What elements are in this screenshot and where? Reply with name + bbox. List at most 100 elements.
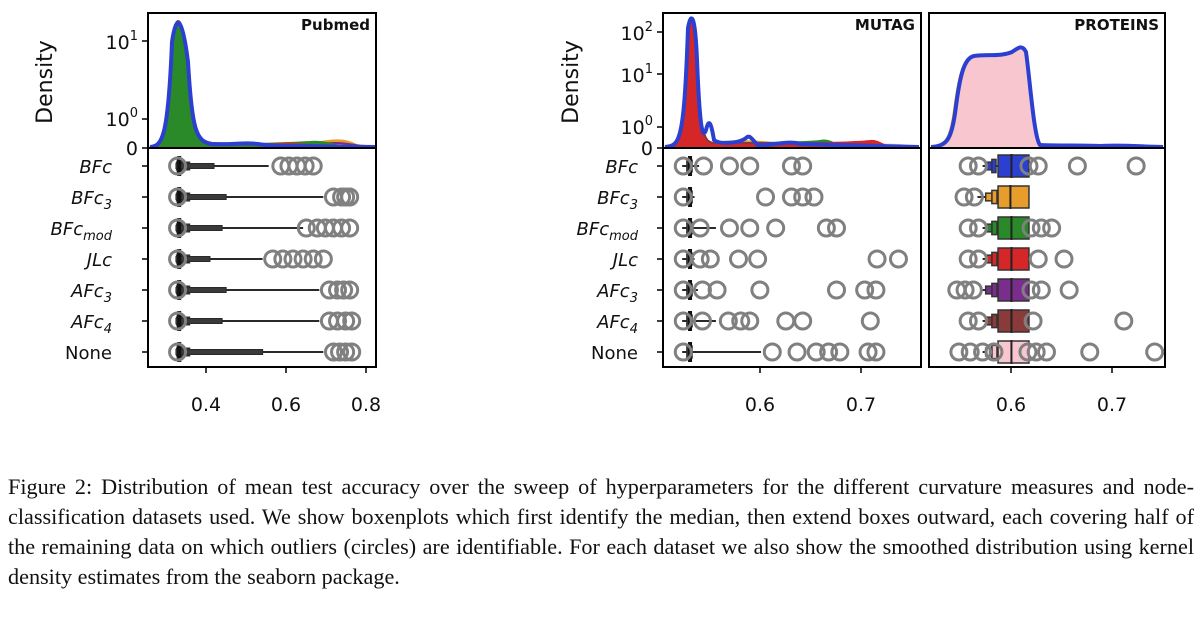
proteins-density-panel: PROTEINS bbox=[928, 12, 1166, 149]
box-level-jlc-1 bbox=[991, 251, 998, 267]
outlier-jlc-5 bbox=[867, 249, 887, 269]
outlier-jlc-6 bbox=[313, 249, 333, 269]
box-level-afc4-0 bbox=[997, 309, 1030, 333]
outlier-none-0 bbox=[673, 342, 693, 362]
box-level-bfc3-1 bbox=[991, 189, 998, 205]
outlier-bfc-4 bbox=[295, 156, 315, 176]
mutag-boxen-marks bbox=[673, 156, 908, 362]
outlier-bfcmod-3 bbox=[740, 218, 760, 238]
outlier-afc3-4 bbox=[1031, 280, 1051, 300]
outlier-bfc3-2 bbox=[781, 187, 801, 207]
outlier-bfc3-0 bbox=[954, 187, 974, 207]
mutag-density-ylabel: Density bbox=[559, 40, 584, 124]
outlier-bfc-5 bbox=[1126, 156, 1146, 176]
box-level-afc3-2 bbox=[984, 285, 993, 295]
outlier-jlc-6 bbox=[888, 249, 908, 269]
pubmed-density-panel: Pubmed Density 101 100 0 bbox=[33, 12, 377, 160]
category-label-bfcmod: BFcmod bbox=[51, 219, 113, 244]
outlier-bfc3-1 bbox=[756, 187, 776, 207]
box-level-bfc-2 bbox=[175, 163, 215, 169]
outlier-bfc-2 bbox=[719, 156, 739, 176]
mutag-category-ticks bbox=[657, 165, 663, 353]
outlier-afc4-2 bbox=[1023, 311, 1043, 331]
outlier-bfc-1 bbox=[694, 156, 714, 176]
outlier-afc3-3 bbox=[334, 280, 354, 300]
mutag-xaxis: 0.6 0.7 bbox=[745, 367, 876, 416]
outlier-none-2 bbox=[973, 342, 993, 362]
box-level-jlc-0 bbox=[997, 247, 1030, 271]
box-level-none-1 bbox=[991, 344, 998, 360]
outlier-afc3-5 bbox=[1059, 280, 1079, 300]
outlier-jlc-3 bbox=[1054, 249, 1074, 269]
xtick-label-0.7: 0.7 bbox=[846, 394, 876, 416]
outlier-jlc-1 bbox=[690, 249, 710, 269]
outlier-bfc3-4 bbox=[804, 187, 824, 207]
pubmed-ytick-label-10e1: 101 bbox=[106, 29, 138, 54]
pubmed-category-ticks bbox=[142, 165, 148, 353]
outlier-bfcmod-5 bbox=[332, 218, 352, 238]
outlier-none-7 bbox=[1080, 342, 1100, 362]
mutag-ytick-label-10e2: 102 bbox=[621, 20, 653, 45]
outlier-bfc-1 bbox=[968, 156, 988, 176]
outlier-bfcmod-5 bbox=[816, 218, 836, 238]
box-level-bfc3-2 bbox=[175, 194, 227, 200]
category-label-bfcmod: BFcmod bbox=[577, 219, 639, 244]
outlier-afc3-2 bbox=[707, 280, 727, 300]
mutag-ytick-label-10e1: 101 bbox=[621, 62, 653, 87]
outlier-afc4-5 bbox=[776, 311, 796, 331]
outlier-bfc3-0 bbox=[673, 187, 693, 207]
outlier-jlc-4 bbox=[748, 249, 768, 269]
outlier-bfcmod-6 bbox=[340, 218, 360, 238]
box-level-afc3-2 bbox=[175, 287, 227, 293]
outlier-bfc3-0 bbox=[168, 187, 188, 207]
outlier-afc3-6 bbox=[866, 280, 886, 300]
outlier-afc4-0 bbox=[673, 311, 693, 331]
outlier-afc3-4 bbox=[827, 280, 847, 300]
box-level-afc4-2 bbox=[175, 318, 223, 324]
outlier-afc3-3 bbox=[1021, 280, 1041, 300]
box-level-bfcmod-1 bbox=[991, 220, 998, 236]
outlier-none-6 bbox=[1036, 342, 1056, 362]
mutag-ytick-label-zero: 0 bbox=[641, 138, 653, 160]
outlier-afc4-2 bbox=[718, 311, 738, 331]
category-label-bfc: BFc bbox=[79, 157, 112, 178]
pubmed-title: Pubmed bbox=[301, 16, 370, 34]
outlier-bfc3-3 bbox=[793, 187, 813, 207]
pubmed-xaxis: 0.4 0.6 0.8 bbox=[191, 367, 381, 416]
outlier-bfc-3 bbox=[740, 156, 760, 176]
outlier-bfc-2 bbox=[1019, 156, 1039, 176]
outlier-afc4-3 bbox=[1114, 311, 1134, 331]
outlier-bfc-3 bbox=[1028, 156, 1048, 176]
category-label-jlc: JLc bbox=[610, 250, 638, 271]
category-label-bfc3: BFc3 bbox=[71, 188, 112, 213]
pubmed-boxen-frame bbox=[147, 147, 377, 368]
figure-2: Pubmed Density 101 100 0 BFc BFc3 BFcmod… bbox=[33, 12, 1166, 416]
figure-caption: Figure 2: Distribution of mean test accu… bbox=[8, 474, 1194, 589]
category-label-afc3: AFc3 bbox=[70, 281, 112, 306]
pubmed-density-bfc bbox=[149, 21, 375, 148]
outlier-jlc-2 bbox=[700, 249, 720, 269]
category-label-none: None bbox=[591, 343, 638, 364]
outlier-none-4 bbox=[342, 342, 362, 362]
box-level-bfcmod-2 bbox=[175, 225, 223, 231]
xtick-label-0.6: 0.6 bbox=[271, 394, 301, 416]
proteins-title: PROTEINS bbox=[1074, 16, 1159, 34]
outlier-afc3-3 bbox=[750, 280, 770, 300]
outlier-none-1 bbox=[762, 342, 782, 362]
outlier-none-0 bbox=[168, 342, 188, 362]
pubmed-density-ylabel: Density bbox=[33, 40, 58, 124]
xtick-label-0.7: 0.7 bbox=[1097, 394, 1127, 416]
outlier-jlc-2 bbox=[1028, 249, 1048, 269]
outlier-afc4-6 bbox=[793, 311, 813, 331]
outlier-bfcmod-1 bbox=[296, 218, 316, 238]
category-label-jlc: JLc bbox=[84, 250, 112, 271]
outlier-afc4-3 bbox=[336, 311, 356, 331]
outlier-none-1 bbox=[323, 342, 343, 362]
outlier-jlc-1 bbox=[263, 249, 283, 269]
outlier-afc3-4 bbox=[340, 280, 360, 300]
outlier-jlc-1 bbox=[968, 249, 988, 269]
category-label-bfc: BFc bbox=[605, 157, 638, 178]
outlier-bfc3-4 bbox=[340, 187, 360, 207]
outlier-afc3-0 bbox=[673, 280, 693, 300]
mutag-density-ticks: 102 101 100 0 bbox=[621, 20, 663, 160]
